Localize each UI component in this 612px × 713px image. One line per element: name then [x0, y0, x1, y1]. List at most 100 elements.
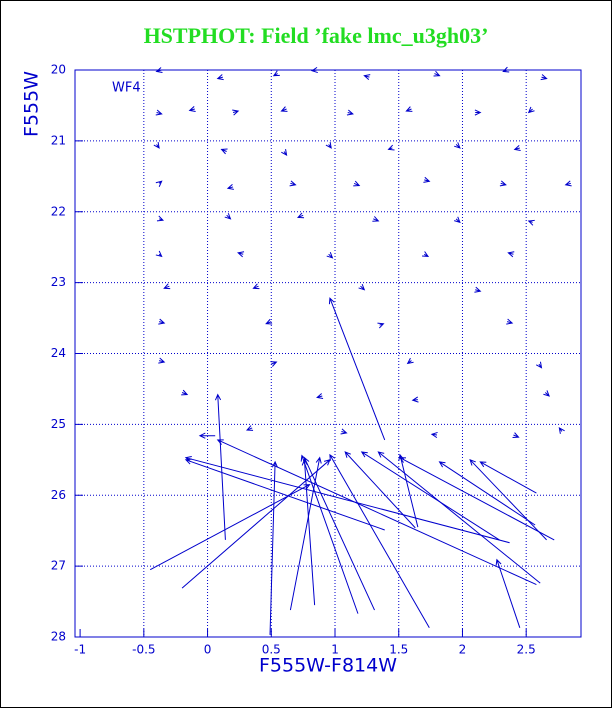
arrow [181, 459, 331, 589]
arrow [387, 144, 395, 151]
arrow [184, 456, 510, 544]
arrow [198, 432, 216, 439]
x-tick-label: 0.5 [262, 643, 281, 657]
arrow [506, 318, 514, 325]
arrow [411, 396, 419, 403]
arrow [158, 318, 166, 325]
arrow [340, 428, 348, 435]
x-tick-label: -0.5 [132, 643, 155, 657]
arrow [358, 283, 366, 291]
arrow [155, 67, 163, 73]
arrow [540, 74, 548, 81]
arrow [363, 74, 371, 81]
arrow [372, 216, 380, 222]
arrow [326, 252, 334, 259]
arrow [184, 458, 385, 531]
arrow [163, 283, 171, 290]
arrow [502, 66, 510, 73]
arrow [454, 142, 461, 149]
arrow [406, 357, 414, 365]
arrow [433, 70, 441, 77]
x-tick-label: 0 [204, 643, 212, 657]
x-tick-label: 1 [331, 643, 339, 657]
arrow [438, 461, 536, 526]
arrow [430, 431, 438, 439]
y-tick-label: 22 [51, 204, 66, 218]
arrow [377, 322, 385, 329]
arrow [265, 318, 273, 325]
arrow [564, 180, 572, 187]
arrow [469, 458, 547, 541]
arrow [527, 219, 535, 226]
arrow [232, 109, 240, 116]
arrow [252, 283, 260, 290]
arrow [289, 456, 322, 611]
y-tick-label: 26 [51, 488, 66, 502]
arrow [188, 106, 196, 112]
y-tick-label: 20 [51, 63, 66, 77]
arrow [216, 74, 224, 81]
arrow [289, 180, 297, 187]
arrow [346, 109, 354, 116]
arrow [328, 297, 386, 441]
arrow [156, 215, 165, 222]
y-axis-label: F555W [21, 71, 43, 137]
arrow [495, 558, 521, 628]
arrow [310, 66, 318, 74]
arrow [149, 484, 311, 571]
arrow [224, 213, 232, 220]
arrow [220, 148, 228, 155]
arrow [474, 286, 482, 293]
arrow [512, 432, 520, 438]
y-tick-label: 28 [51, 630, 66, 644]
chart-title: HSTPHOT: Field ’fake lmc_u3gh03’ [144, 23, 489, 48]
arrow [499, 180, 507, 187]
arrow [214, 393, 226, 540]
arrow [181, 389, 189, 396]
arrow [281, 149, 288, 156]
arrow [543, 390, 550, 397]
arrow [296, 212, 305, 219]
arrow [344, 451, 416, 529]
arrow [325, 141, 332, 149]
x-tick-label: -1 [74, 643, 86, 657]
arrow [155, 109, 163, 116]
arrow [423, 176, 431, 183]
arrow [454, 216, 461, 224]
arrow [535, 361, 543, 369]
arrow [226, 184, 234, 190]
x-axis-label: F555W-F814W [259, 655, 397, 677]
arrow [527, 106, 535, 114]
x-tick-label: 1.5 [389, 643, 408, 657]
arrow [558, 426, 565, 434]
arrow [301, 458, 316, 606]
x-tick-label: 2.5 [517, 643, 536, 657]
arrow [246, 425, 254, 431]
arrow [479, 461, 537, 494]
arrow [360, 451, 500, 541]
y-tick-label: 21 [51, 133, 66, 147]
y-tick-label: 27 [51, 559, 66, 573]
arrow [316, 393, 324, 400]
arrow [398, 457, 555, 541]
y-tick-label: 23 [51, 275, 66, 289]
arrow [272, 70, 280, 77]
x-tick-label: 2 [459, 643, 467, 657]
arrow [507, 251, 515, 258]
arrow [398, 453, 419, 528]
y-tick-label: 24 [51, 346, 66, 360]
y-tick-label: 25 [51, 417, 66, 431]
arrow [270, 361, 278, 367]
arrow [474, 109, 482, 116]
arrow [280, 106, 288, 112]
arrow [513, 145, 521, 151]
arrow [269, 460, 279, 635]
arrow [329, 453, 430, 629]
arrow [153, 141, 160, 149]
arrow [377, 451, 541, 584]
arrow [237, 251, 245, 258]
panel-label: WF4 [112, 81, 141, 96]
arrow [155, 180, 163, 187]
arrow [422, 251, 430, 257]
